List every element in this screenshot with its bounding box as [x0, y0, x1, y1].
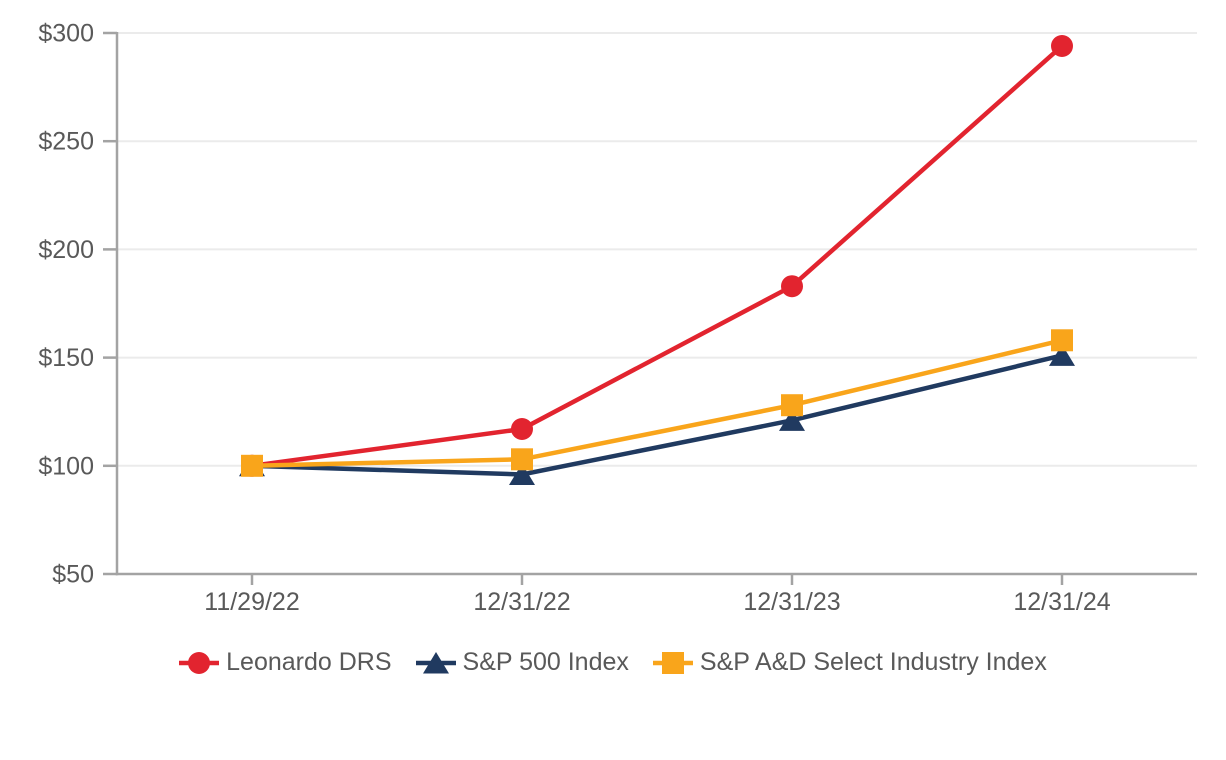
- legend-item-leonardo-drs: Leonardo DRS: [179, 648, 392, 677]
- legend-label: S&P A&D Select Industry Index: [699, 648, 1047, 676]
- series-line-s-p-a-d-select-industry-index: [251, 338, 1063, 469]
- legend-label: Leonardo DRS: [226, 648, 392, 676]
- marker-circle-leonardo-drs: [781, 275, 803, 298]
- legend-marker-shape: [188, 651, 211, 674]
- chart-legend: Leonardo DRS S&P 500 Index S&P A&D Selec…: [0, 648, 1226, 677]
- legend-marker-triangle-icon: [415, 651, 456, 673]
- marker-square-s-p-a-d-select-industry-index: [511, 448, 533, 471]
- x-tick-label: 12/31/23: [743, 588, 840, 616]
- line-chart-plot: $50 $100 $150 $200 $250 $300 11/29/22 12/31/22 1…: [38, 20, 1197, 616]
- y-tick-label: $200: [38, 236, 94, 264]
- series-line-leonardo-drs: [251, 44, 1064, 469]
- marker-square-s-p-a-d-select-industry-index: [781, 394, 803, 417]
- y-tick-label: $100: [38, 452, 94, 480]
- y-tick-label: $250: [38, 128, 94, 156]
- marker-triangle-s-p-500-index: [1049, 344, 1075, 366]
- marker-circle-leonardo-drs: [511, 418, 533, 441]
- marker-triangle-s-p-500-index: [509, 463, 535, 485]
- legend-marker-circle-icon: [179, 651, 220, 674]
- series-s-p-a-d-select-industry-index: [241, 329, 1073, 477]
- y-tick-label: $300: [38, 20, 94, 48]
- legend-marker-shape: [422, 651, 449, 673]
- x-tick-label: 12/31/24: [1013, 588, 1110, 616]
- x-tick-label: 12/31/22: [473, 588, 570, 616]
- marker-square-s-p-a-d-select-industry-index: [1051, 329, 1073, 352]
- legend-item-sp-ad-select: S&P A&D Select Industry Index: [652, 648, 1047, 677]
- marker-circle-leonardo-drs: [1051, 34, 1073, 57]
- legend-item-sp500: S&P 500 Index: [415, 648, 629, 677]
- y-tick-label: $50: [52, 561, 94, 589]
- y-tick-label: $150: [38, 344, 94, 372]
- legend-label: S&P 500 Index: [462, 648, 629, 676]
- legend-marker-square-icon: [652, 651, 693, 674]
- series-leonardo-drs: [241, 34, 1073, 477]
- marker-square-s-p-a-d-select-industry-index: [241, 454, 263, 477]
- marker-triangle-s-p-500-index: [779, 409, 805, 431]
- series-line-s-p-500-index: [251, 353, 1063, 477]
- x-tick-label: 11/29/22: [204, 588, 299, 616]
- legend-marker-shape: [661, 651, 684, 674]
